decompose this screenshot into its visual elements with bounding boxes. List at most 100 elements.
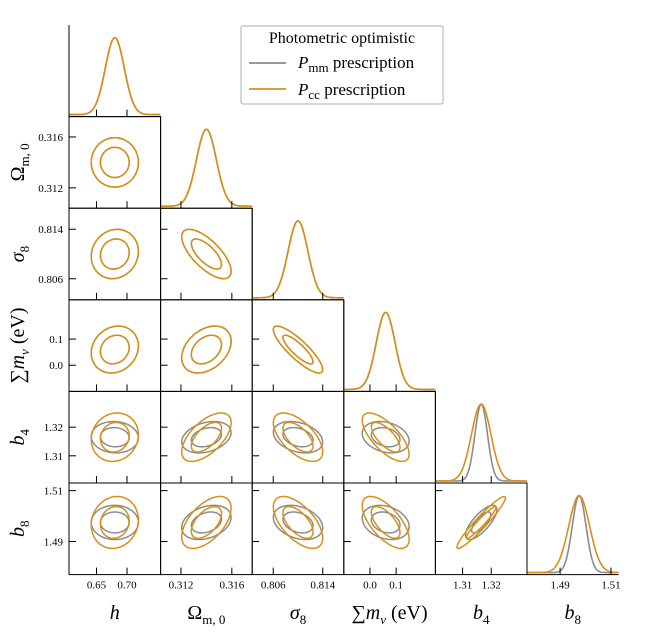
y-tick-label: 1.49 xyxy=(44,537,64,549)
marginal-curve-mm xyxy=(160,128,253,207)
contour-cc-2sigma xyxy=(90,136,140,188)
y-tick-label: 1.32 xyxy=(44,422,63,434)
contour-cc-1sigma xyxy=(99,146,130,179)
panel-content xyxy=(252,220,344,299)
panel-0-0 xyxy=(68,25,161,118)
contour-cc-2sigma xyxy=(180,495,232,550)
contour-cc-2sigma xyxy=(90,495,140,550)
panel-4-2 xyxy=(251,390,345,484)
panel-content xyxy=(90,136,140,188)
contour-mm-2sigma xyxy=(90,325,140,374)
x-tick-label: 0.814 xyxy=(310,580,335,592)
contour-mm-1sigma xyxy=(282,426,314,448)
x-axis-label: Ωm, 0 xyxy=(187,602,225,627)
contour-cc-2sigma xyxy=(90,325,140,374)
contour-cc-2sigma xyxy=(180,325,232,374)
contour-mm-1sigma xyxy=(282,334,314,365)
panel-5-5 xyxy=(526,483,619,576)
panel-content xyxy=(272,495,324,550)
contour-mm-2sigma xyxy=(272,504,324,541)
panel-3-1 xyxy=(160,299,253,392)
contour-mm-1sigma xyxy=(370,511,401,534)
panel-content xyxy=(435,403,527,482)
contour-cc-2sigma xyxy=(456,495,507,550)
panel-frame xyxy=(68,116,162,209)
x-tick-label: 0.65 xyxy=(87,580,107,592)
x-tick-label: 0.312 xyxy=(169,580,194,592)
contour-mm-2sigma xyxy=(272,325,324,374)
contour-cc-1sigma xyxy=(465,505,497,540)
contour-cc-1sigma xyxy=(99,238,130,270)
marginal-curve-cc xyxy=(435,403,527,482)
contour-mm-2sigma xyxy=(361,504,410,541)
panel-3-2 xyxy=(251,299,345,392)
panel-content xyxy=(69,36,161,116)
x-tick-label: 0.70 xyxy=(117,580,137,592)
y-tick-label: 1.31 xyxy=(44,451,63,463)
panel-frame xyxy=(68,207,162,301)
panel-frame xyxy=(160,390,253,484)
panel-3-0 xyxy=(68,299,162,392)
contour-cc-1sigma xyxy=(99,505,130,540)
contour-mm-1sigma xyxy=(190,426,223,448)
marginal-curve-cc xyxy=(527,494,619,574)
x-axis-label: ∑mν (eV) xyxy=(352,602,428,627)
panel-content xyxy=(361,495,410,550)
contour-cc-2sigma xyxy=(90,228,140,280)
panel-5-4 xyxy=(434,482,528,576)
x-tick-label: 1.51 xyxy=(601,580,620,592)
contour-mm-1sigma xyxy=(190,511,223,534)
panel-frame xyxy=(251,390,345,484)
panel-content xyxy=(90,495,140,550)
contour-mm-2sigma xyxy=(272,420,324,454)
marginal-curve-cc xyxy=(252,220,344,299)
panel-frame xyxy=(68,390,162,484)
panel-frame xyxy=(68,299,162,392)
panel-5-0 xyxy=(68,482,162,576)
contour-mm-2sigma xyxy=(90,228,140,280)
contour-cc-2sigma xyxy=(361,495,410,550)
contour-cc-1sigma xyxy=(190,334,223,365)
x-tick-label: 1.32 xyxy=(482,580,501,592)
y-tick-label: 1.51 xyxy=(44,486,63,498)
panel-5-1 xyxy=(160,482,253,576)
panel-frame xyxy=(251,482,345,576)
panel-content xyxy=(90,412,140,463)
y-tick-label: 0.312 xyxy=(38,183,63,195)
contour-cc-1sigma xyxy=(190,238,223,270)
contour-mm-2sigma xyxy=(180,325,232,374)
contour-mm-2sigma xyxy=(90,504,140,541)
contour-cc-1sigma xyxy=(282,421,314,453)
panel-4-1 xyxy=(160,390,253,484)
x-axis-label: h xyxy=(110,602,120,624)
contour-cc-1sigma xyxy=(370,505,401,540)
y-axis-label: b8 xyxy=(7,521,32,538)
contour-mm-1sigma xyxy=(99,426,130,448)
y-tick-label: 0.1 xyxy=(49,334,63,346)
legend-entry-cc: Pcc prescription xyxy=(297,80,406,102)
y-axis-label: σ8 xyxy=(7,246,32,262)
panel-5-3 xyxy=(343,482,436,576)
contour-cc-1sigma xyxy=(99,421,130,453)
panel-3-3 xyxy=(343,299,436,392)
panel-4-0 xyxy=(68,390,162,484)
contour-mm-1sigma xyxy=(99,334,130,365)
panel-content xyxy=(160,128,253,207)
legend-title: Photometric optimistic xyxy=(269,30,415,47)
panel-content xyxy=(272,325,324,374)
contour-cc-2sigma xyxy=(180,228,232,280)
panel-content xyxy=(343,311,436,391)
panel-4-4 xyxy=(434,391,527,484)
y-axis-label: ∑mν (eV) xyxy=(7,308,32,384)
contour-cc-2sigma xyxy=(90,412,140,463)
contour-mm-2sigma xyxy=(180,504,232,541)
legend-entry-mm: Pmm prescription xyxy=(297,53,415,75)
panel-content xyxy=(180,325,232,374)
legend-frame xyxy=(240,25,444,105)
panel-2-1 xyxy=(160,207,253,301)
marginal-curve-cc xyxy=(69,36,161,116)
panel-content xyxy=(90,228,140,280)
panel-frame xyxy=(160,207,253,301)
contour-cc-1sigma xyxy=(99,334,130,365)
panel-content xyxy=(456,495,507,550)
